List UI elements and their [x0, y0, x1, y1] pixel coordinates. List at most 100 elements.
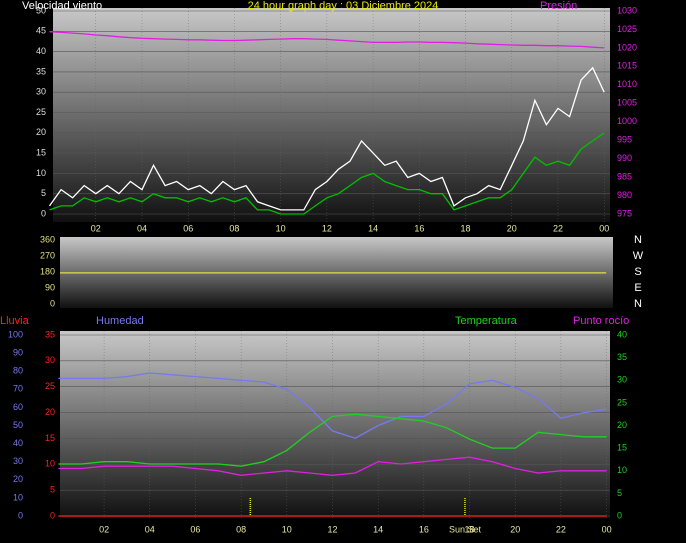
compass-label: S [634, 266, 641, 278]
series-line [49, 31, 605, 49]
x-tick-label: 04 [145, 524, 155, 534]
y-tick-label: 45 [36, 26, 46, 36]
y-tick-label: 1015 [617, 61, 637, 71]
x-tick-label: 04 [137, 223, 147, 233]
y-tick-label: 40 [36, 46, 46, 56]
y-tick-label: 985 [617, 171, 632, 181]
y-tick-label: 10 [617, 465, 627, 475]
series-label: Velocidad viento [22, 0, 102, 12]
y-tick-label: 1025 [617, 24, 637, 34]
series-label: Temperatura [455, 315, 518, 327]
x-tick-label: 22 [553, 223, 563, 233]
y-tick-label: 975 [617, 208, 632, 218]
y-tick-label: 30 [13, 456, 23, 466]
y-tick-label: 80 [13, 366, 23, 376]
x-tick-label: 08 [229, 223, 239, 233]
y-tick-label: 1005 [617, 98, 637, 108]
x-tick-label: 12 [327, 524, 337, 534]
y-tick-label: 35 [45, 329, 55, 339]
y-tick-label: 1010 [617, 79, 637, 89]
x-tick-label: 12 [322, 223, 332, 233]
y-tick-label: 995 [617, 135, 632, 145]
series-label: Lluvia [0, 315, 30, 327]
series-label: Humedad [96, 315, 144, 327]
y-tick-label: 360 [40, 234, 55, 244]
x-tick-label: 06 [190, 524, 200, 534]
y-tick-label: 5 [50, 485, 55, 495]
y-tick-label: 100 [8, 329, 23, 339]
y-tick-label: 1020 [617, 42, 637, 52]
x-tick-label: 16 [419, 524, 429, 534]
y-tick-label: 20 [617, 420, 627, 430]
x-tick-label: 20 [507, 223, 517, 233]
series-line [48, 66, 605, 211]
series-line [58, 413, 607, 467]
y-tick-label: 1000 [617, 116, 637, 126]
y-tick-label: 1030 [617, 5, 637, 15]
y-tick-label: 15 [45, 433, 55, 443]
y-tick-label: 5 [617, 488, 622, 498]
compass-label: E [634, 282, 641, 294]
x-tick-label: 18 [461, 223, 471, 233]
y-tick-label: 270 [40, 250, 55, 260]
y-tick-label: 50 [13, 420, 23, 430]
plot-background [60, 331, 610, 518]
y-tick-label: 40 [617, 329, 627, 339]
x-tick-label: 20 [510, 524, 520, 534]
y-tick-label: 990 [617, 153, 632, 163]
x-tick-label: 08 [236, 524, 246, 534]
y-tick-label: 5 [41, 188, 46, 198]
y-tick-label: 180 [40, 266, 55, 276]
series-line [49, 132, 605, 215]
y-tick-label: 30 [36, 87, 46, 97]
y-tick-label: 0 [50, 510, 55, 520]
y-tick-label: 30 [617, 375, 627, 385]
series-line [58, 456, 607, 476]
y-tick-label: 35 [36, 66, 46, 76]
y-tick-label: 70 [13, 384, 23, 394]
y-tick-label: 980 [617, 190, 632, 200]
y-tick-label: 30 [45, 355, 55, 365]
sun-marker-label: Sun Set [449, 524, 482, 534]
y-tick-label: 25 [36, 107, 46, 117]
x-tick-label: 10 [282, 524, 292, 534]
x-tick-label: 06 [183, 223, 193, 233]
y-tick-label: 15 [36, 147, 46, 157]
x-tick-label: 14 [368, 223, 378, 233]
y-tick-label: 0 [41, 208, 46, 218]
compass-label: N [634, 234, 642, 246]
x-tick-label: 02 [99, 524, 109, 534]
x-tick-label: 18 [465, 524, 475, 534]
series-label: Presión [540, 0, 577, 12]
y-tick-label: 0 [18, 510, 23, 520]
y-tick-label: 90 [13, 347, 23, 357]
x-tick-label: 14 [373, 524, 383, 534]
y-tick-label: 10 [13, 492, 23, 502]
y-tick-label: 20 [45, 407, 55, 417]
y-tick-label: 0 [50, 298, 55, 308]
y-tick-label: 50 [36, 5, 46, 15]
y-tick-label: 20 [13, 474, 23, 484]
y-tick-label: 35 [617, 352, 627, 362]
y-tick-label: 0 [617, 510, 622, 520]
x-tick-label: 02 [91, 223, 101, 233]
compass-label: W [633, 250, 644, 262]
y-tick-label: 10 [36, 168, 46, 178]
x-tick-label: 10 [276, 223, 286, 233]
series-line [58, 372, 607, 439]
y-tick-label: 25 [617, 397, 627, 407]
y-tick-label: 25 [45, 381, 55, 391]
x-tick-label: 22 [556, 524, 566, 534]
chart-title: 24 hour graph day : 03 Diciembre 2024 [248, 0, 439, 12]
y-tick-label: 10 [45, 459, 55, 469]
plot-background [53, 8, 610, 222]
x-tick-label: 00 [602, 524, 612, 534]
y-tick-label: 60 [13, 402, 23, 412]
y-tick-label: 90 [45, 282, 55, 292]
compass-label: N [634, 298, 642, 310]
x-tick-label: 16 [414, 223, 424, 233]
y-tick-label: 20 [36, 127, 46, 137]
y-tick-label: 40 [13, 438, 23, 448]
series-label: Punto rocío [573, 315, 629, 327]
